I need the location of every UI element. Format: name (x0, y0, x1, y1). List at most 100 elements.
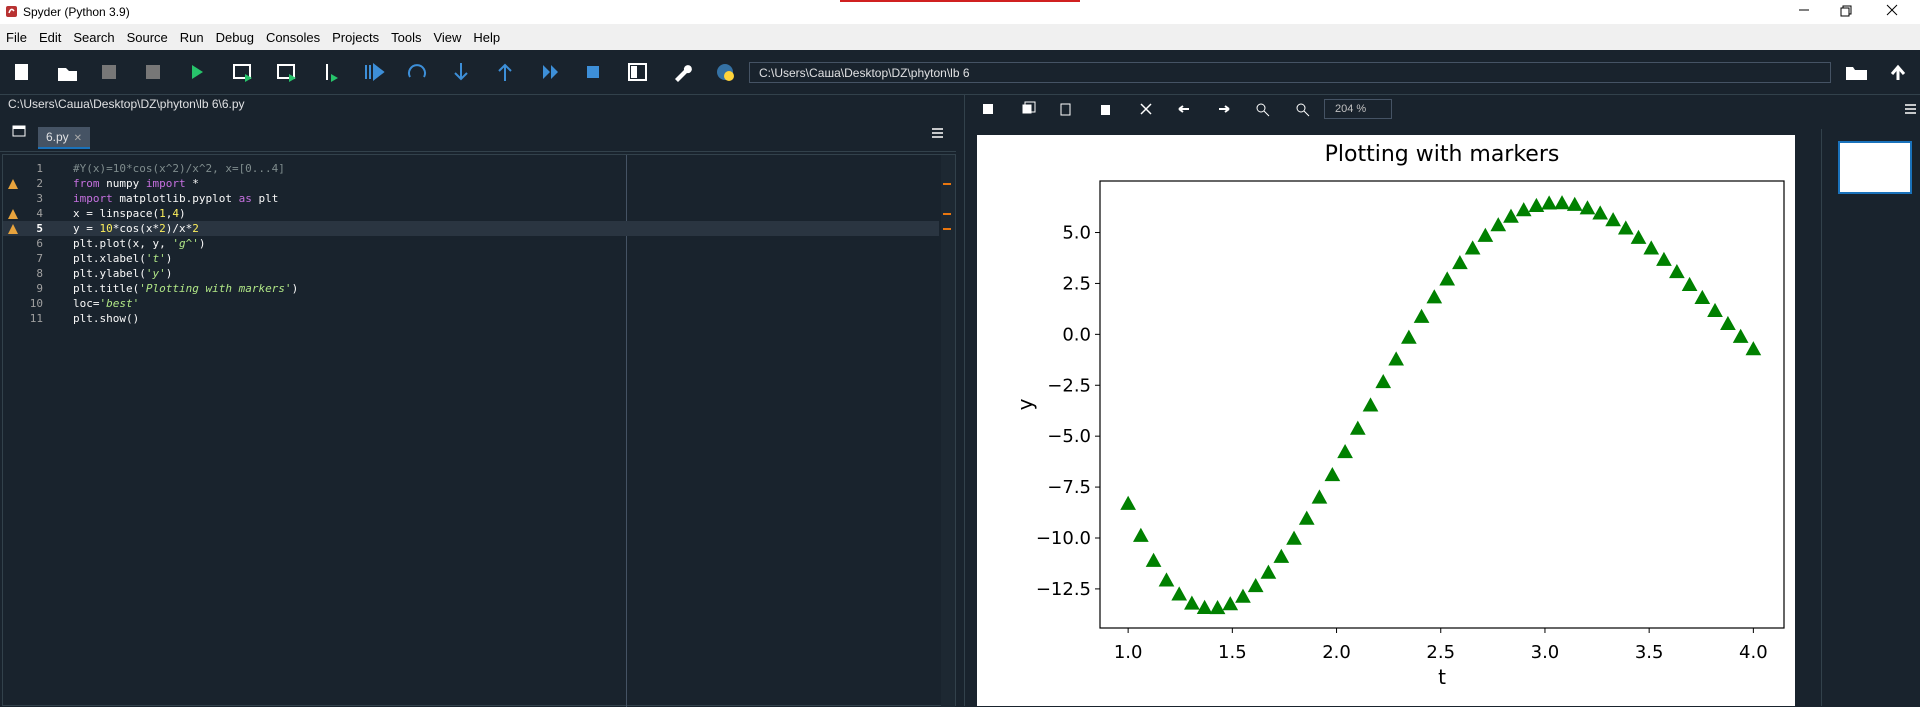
marker (1362, 397, 1379, 412)
menu-item[interactable]: Debug (215, 29, 254, 45)
y-tick-label: −5.0 (1047, 426, 1091, 447)
y-tick-label: 2.5 (1062, 273, 1091, 294)
marker (1413, 308, 1430, 323)
code-token: 't' (145, 252, 166, 265)
code-token: 1 (159, 207, 166, 220)
toolbar-icons[interactable] (0, 50, 740, 95)
menu-item[interactable]: Search (73, 29, 115, 45)
marker (1337, 444, 1353, 459)
figure-background (977, 135, 1795, 706)
x-tick-label: 3.0 (1531, 642, 1560, 663)
marker (1235, 588, 1251, 603)
code-text: y = 10*cos(x*2)/x*2 (73, 221, 199, 236)
marker (1132, 527, 1149, 542)
code-token: import (145, 177, 186, 190)
marker (1681, 276, 1698, 291)
menu-item[interactable]: Projects (332, 29, 380, 45)
x-axis-label: t (1438, 665, 1446, 689)
line-number: 9 (36, 282, 43, 295)
marker (1707, 302, 1723, 318)
scroll-flags (941, 155, 955, 707)
marker (1669, 263, 1685, 279)
code-token: as (238, 192, 252, 205)
marker (1388, 351, 1404, 366)
code-text: from numpy import * (73, 176, 199, 191)
menu-item[interactable]: Help (473, 29, 501, 45)
marker (1579, 200, 1596, 215)
code-token: , (165, 207, 173, 220)
code-token: from (73, 177, 100, 190)
marker (1298, 510, 1315, 525)
marker (1515, 202, 1532, 217)
menu-item[interactable]: Tools (391, 29, 422, 45)
code-line: 7 plt.xlabel('t') (3, 251, 939, 266)
marker (1311, 489, 1328, 504)
code-token: plt.ylabel( (73, 267, 146, 280)
menu-bar: File Edit Search Source Run Debug Consoles Proj… (0, 24, 1920, 50)
code-token: y = (73, 222, 100, 235)
x-tick-label: 2.0 (1322, 642, 1351, 663)
warning-shape (8, 179, 18, 189)
file-path: C:\Users\Саша\Desktop\DZ\phyton\lb 6\6.p… (8, 97, 245, 111)
x-tick-label: 1.0 (1114, 642, 1143, 663)
menu-item[interactable]: View (433, 29, 462, 45)
marker (1222, 596, 1239, 611)
x-tick-label: 3.5 (1635, 642, 1664, 663)
menu-item[interactable]: Source (126, 29, 168, 45)
code-token: *cos(x* (112, 222, 160, 235)
editor-tab[interactable]: 6.py ✕ (38, 127, 90, 149)
thumbnail[interactable] (1838, 141, 1912, 194)
toolbar-right-icons[interactable] (1840, 50, 1920, 95)
menu-item[interactable]: Edit (38, 29, 62, 45)
marker (1477, 227, 1494, 242)
code-token: 4 (172, 207, 179, 220)
marker (1617, 220, 1634, 235)
code-line: 6 plt.plot(x, y, 'g^') (3, 236, 939, 251)
code-editor[interactable]: 1 #Y(x)=10*cos(x^2)/x^2, x=[0...4] 2 from n… (2, 154, 956, 707)
code-token: plt.plot(x, y, (73, 237, 173, 250)
code-token: ) (198, 237, 206, 250)
menu-item[interactable]: Run (179, 29, 204, 45)
marker (1184, 595, 1200, 610)
options-menu[interactable] (930, 126, 946, 140)
code-text: plt.title('Plotting with markers') (73, 281, 298, 296)
menu-item[interactable]: Consoles (265, 29, 321, 45)
window-controls[interactable] (1780, 0, 1920, 24)
line-number: 4 (36, 207, 43, 220)
marker (1426, 289, 1443, 304)
x-tick-label: 2.5 (1426, 642, 1455, 663)
marker (1171, 586, 1188, 601)
y-tick-label: −12.5 (1036, 579, 1091, 600)
code-token: plt.show() (73, 312, 140, 325)
line-number: 11 (29, 312, 43, 325)
zoom-level[interactable]: 204 % (1324, 99, 1392, 119)
marker (1745, 341, 1762, 356)
plots-toolbar[interactable] (965, 95, 1920, 135)
menu-item[interactable]: File (6, 29, 27, 45)
line-number: 5 (36, 222, 43, 235)
code-line: 5 y = 10*cos(x*2)/x*2 (3, 221, 939, 236)
code-token: #Y(x)=10*cos(x^2)/x^2, x=[0...4] (73, 162, 285, 175)
y-tick-label: −10.0 (1036, 528, 1091, 549)
browse-tabs[interactable] (12, 124, 28, 138)
code-token: 'Plotting with markers' (139, 282, 292, 295)
y-tick-label: −7.5 (1047, 477, 1091, 498)
line-number: 10 (29, 297, 43, 310)
marker (1120, 495, 1136, 510)
y-tick-label: 0.0 (1062, 324, 1091, 345)
working-directory[interactable]: C:\Users\Саша\Desktop\DZ\phyton\lb 6 (749, 62, 1831, 83)
code-text: plt.ylabel('y') (73, 266, 172, 281)
warning-icon (8, 179, 18, 189)
marker (1349, 420, 1366, 435)
tab-close[interactable]: ✕ (73, 133, 83, 144)
tab-bar (0, 116, 956, 152)
warning-flag (943, 183, 951, 185)
marker (1656, 251, 1672, 266)
marker (1439, 271, 1456, 286)
code-token: matplotlib.pyplot (112, 192, 239, 205)
warning-shape (8, 209, 18, 219)
warning-flag (943, 213, 951, 215)
marker (1732, 328, 1749, 343)
y-tick-label: 5.0 (1062, 223, 1091, 244)
